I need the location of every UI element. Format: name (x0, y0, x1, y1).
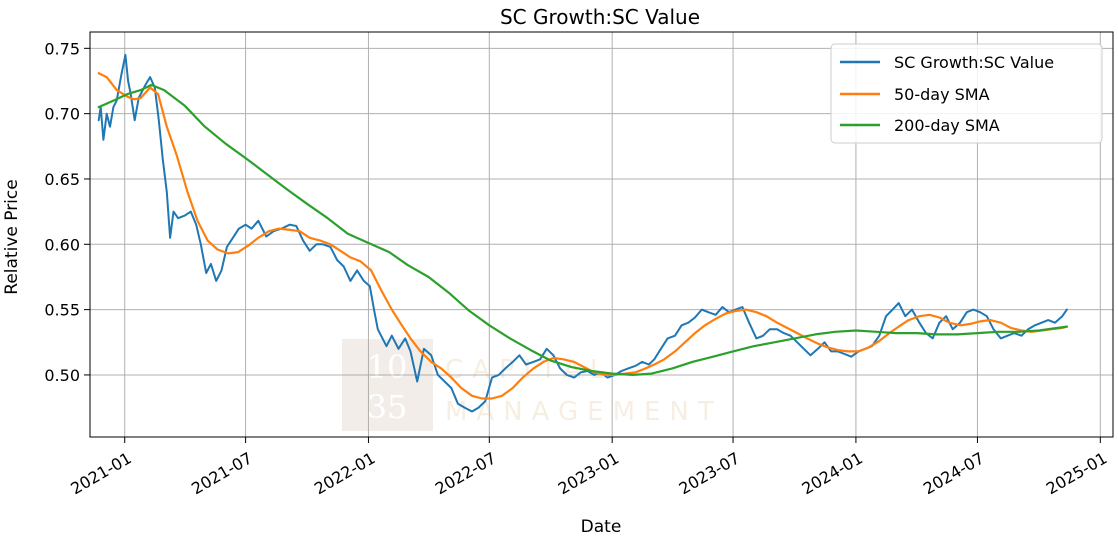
legend-label-growth-value: SC Growth:SC Value (894, 53, 1054, 72)
y-tick-label: 0.55 (44, 301, 80, 320)
legend: SC Growth:SC Value 50-day SMA 200-day SM… (830, 43, 1103, 144)
x-axis-title: Date (581, 517, 622, 537)
watermark-text-bottom: MANAGEMENT (445, 397, 723, 427)
legend-label-50-day-sma: 50-day SMA (894, 85, 990, 104)
series-line-sc-growth-sc-value (97, 53, 1068, 413)
y-tick-label: 0.65 (44, 170, 80, 189)
y-tick-label: 0.75 (44, 39, 80, 58)
y-tick-label: 0.60 (44, 235, 80, 254)
legend-label-200-day-sma: 200-day SMA (894, 116, 1000, 135)
y-tick-label: 0.70 (44, 105, 80, 124)
chart-title: SC Growth:SC Value (500, 5, 700, 29)
series-layer (97, 53, 1068, 413)
watermark-logo: 10 35 CAPITAL MANAGEMENT (342, 339, 723, 431)
watermark-logo-bottom: 35 (367, 388, 408, 426)
watermark-text-top: CAPITAL (445, 355, 613, 385)
series-line-200-day-sma (97, 83, 1068, 376)
plot-frame (89, 31, 1114, 438)
y-tick-label: 0.50 (44, 366, 80, 385)
watermark-logo-box (342, 339, 433, 431)
watermark-logo-top: 10 (367, 348, 408, 386)
y-axis-title: Relative Price (2, 179, 22, 294)
series-line-50-day-sma (97, 72, 1068, 400)
legend-box (830, 43, 1103, 144)
